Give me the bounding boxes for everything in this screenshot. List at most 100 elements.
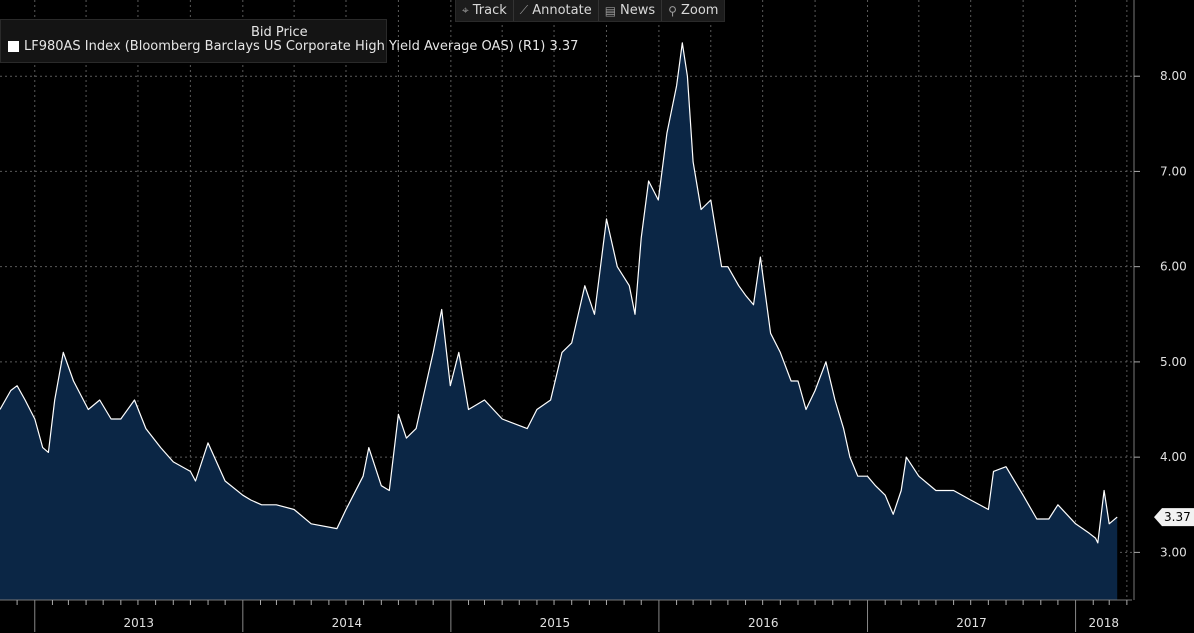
news-label: News xyxy=(620,3,656,18)
last-value-label: 3.37 xyxy=(1164,510,1191,524)
data-point xyxy=(25,399,26,400)
data-point xyxy=(687,76,688,77)
data-point xyxy=(666,133,667,134)
data-point xyxy=(629,285,630,286)
data-point xyxy=(676,85,677,86)
data-point xyxy=(594,314,595,315)
data-point xyxy=(993,471,994,472)
data-point xyxy=(641,238,642,239)
data-point xyxy=(721,266,722,267)
data-point xyxy=(381,485,382,486)
data-point xyxy=(173,461,174,462)
x-tick-label: 2016 xyxy=(748,616,779,630)
data-point xyxy=(294,509,295,510)
data-point xyxy=(416,428,417,429)
series-line xyxy=(0,42,1118,544)
data-point xyxy=(536,409,537,410)
data-point xyxy=(843,428,844,429)
data-point xyxy=(935,490,936,491)
data-point xyxy=(682,42,683,43)
zoom-button[interactable]: ⚲ Zoom xyxy=(662,0,724,21)
magnifier-icon: ⚲ xyxy=(668,3,677,18)
track-button[interactable]: ⌖ Track xyxy=(456,0,514,21)
legend-entry[interactable]: LF980AS Index (Bloomberg Barclays US Cor… xyxy=(8,39,578,54)
x-tick-label: 2013 xyxy=(124,616,155,630)
data-point xyxy=(450,385,451,386)
data-point xyxy=(857,476,858,477)
y-tick-label: 3.00 xyxy=(1160,545,1187,559)
data-point xyxy=(48,452,49,453)
data-point xyxy=(584,285,585,286)
data-point xyxy=(368,447,369,448)
data-point xyxy=(311,523,312,524)
data-point xyxy=(406,438,407,439)
data-point xyxy=(875,485,876,486)
data-point xyxy=(468,409,469,410)
data-point xyxy=(1075,523,1076,524)
chart-toolbar: ⌖ Track ⟋ Annotate ▤ News ⚲ Zoom xyxy=(455,0,726,22)
data-point xyxy=(988,509,989,510)
data-point xyxy=(363,476,364,477)
data-point xyxy=(458,352,459,353)
x-tick-label: 2015 xyxy=(540,616,571,630)
data-point xyxy=(242,495,243,496)
data-point xyxy=(54,399,55,400)
data-point xyxy=(918,476,919,477)
data-point xyxy=(791,380,792,381)
series-area xyxy=(0,42,1118,600)
x-tick-label: 2014 xyxy=(332,616,363,630)
data-point xyxy=(276,504,277,505)
data-point xyxy=(190,471,191,472)
price-series xyxy=(0,42,1118,600)
data-point xyxy=(606,218,607,219)
data-point xyxy=(1097,542,1098,543)
data-point xyxy=(63,352,64,353)
data-point xyxy=(550,399,551,400)
data-point xyxy=(727,266,728,267)
y-tick-label: 6.00 xyxy=(1160,260,1187,274)
legend-swatch xyxy=(8,41,19,52)
last-value-tag xyxy=(1154,508,1194,527)
data-point xyxy=(753,304,754,305)
data-point xyxy=(693,161,694,162)
track-label: Track xyxy=(472,3,507,18)
data-point xyxy=(701,209,702,210)
data-point xyxy=(849,457,850,458)
data-point xyxy=(398,414,399,415)
news-icon: ▤ xyxy=(604,3,617,18)
data-point xyxy=(10,390,11,391)
data-point xyxy=(1057,504,1058,505)
data-point xyxy=(901,490,902,491)
data-point xyxy=(250,499,251,500)
data-point xyxy=(825,361,826,362)
annotate-button[interactable]: ⟋ Annotate xyxy=(514,0,599,21)
data-point xyxy=(1095,538,1096,539)
y-tick-label: 4.00 xyxy=(1160,450,1187,464)
data-point xyxy=(658,199,659,200)
y-axis: 3.00 4.00 5.00 6.00 7.00 8.00 3.37 xyxy=(1133,0,1194,600)
data-point xyxy=(648,180,649,181)
annotate-label: Annotate xyxy=(532,3,592,18)
data-point xyxy=(745,295,746,296)
data-point xyxy=(99,399,100,400)
data-point xyxy=(885,495,886,496)
data-point xyxy=(207,442,208,443)
data-point xyxy=(1109,523,1110,524)
x-axis: 2013 2014 2015 2016 2017 2018 xyxy=(0,599,1132,632)
data-point xyxy=(1117,517,1118,518)
pencil-icon: ⟋ xyxy=(519,3,529,17)
data-point xyxy=(970,499,971,500)
data-point xyxy=(17,385,18,386)
crosshair-icon: ⌖ xyxy=(462,3,469,17)
data-point xyxy=(1036,518,1037,519)
chart-legend[interactable]: Bid Price LF980AS Index (Bloomberg Barcl… xyxy=(0,19,578,63)
x-tick-label: 2017 xyxy=(956,616,987,630)
data-point xyxy=(867,476,868,477)
x-tick-label: 2018 xyxy=(1089,616,1120,630)
data-point xyxy=(710,199,711,200)
data-point xyxy=(805,409,806,410)
data-point xyxy=(797,380,798,381)
news-button[interactable]: ▤ News xyxy=(599,0,663,21)
data-point xyxy=(953,490,954,491)
